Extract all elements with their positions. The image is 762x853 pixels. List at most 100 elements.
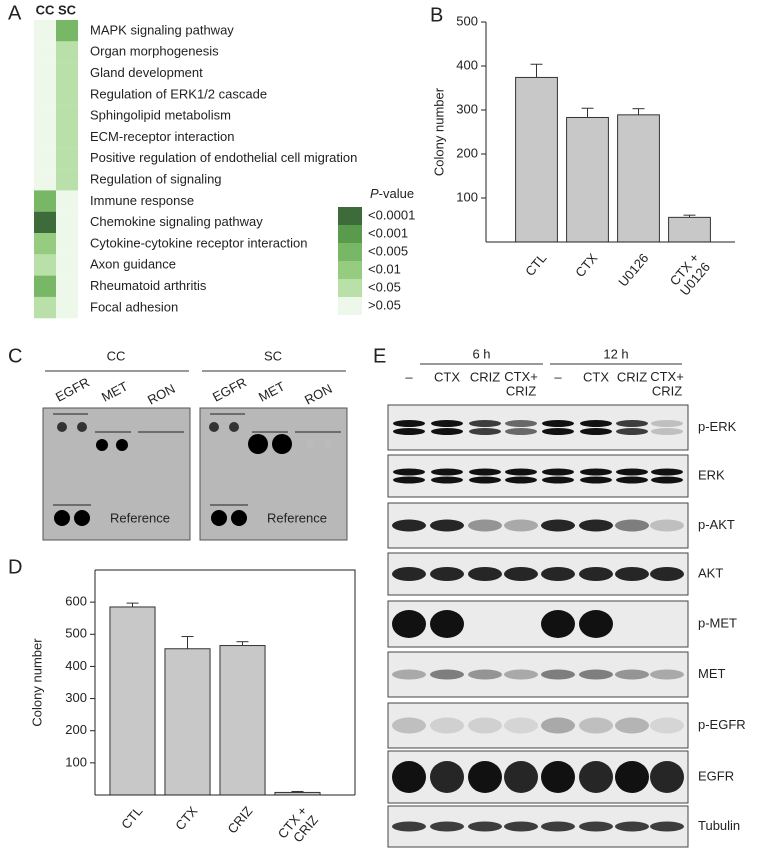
band xyxy=(393,420,425,427)
band xyxy=(650,669,684,680)
legend-label: <0.001 xyxy=(368,225,408,240)
band xyxy=(541,567,575,581)
band xyxy=(430,519,464,532)
band xyxy=(468,821,502,832)
heatmap-cell xyxy=(56,83,78,106)
bar xyxy=(617,114,660,243)
legend-title-italic: P xyxy=(370,186,379,201)
band xyxy=(430,821,464,832)
band xyxy=(615,821,649,832)
band xyxy=(616,468,648,476)
band xyxy=(541,761,575,793)
band xyxy=(650,821,684,832)
band xyxy=(392,519,426,532)
reference-label: Reference xyxy=(267,510,327,525)
heatmap-cell xyxy=(56,41,78,63)
band xyxy=(505,468,537,476)
protein-label: Tubulin xyxy=(698,818,740,833)
band xyxy=(650,567,684,581)
bar xyxy=(109,606,156,796)
band xyxy=(651,428,683,435)
dot xyxy=(306,440,314,448)
reference-dot xyxy=(211,510,227,526)
band xyxy=(392,610,426,638)
frame xyxy=(95,569,356,795)
lane-label: – xyxy=(554,369,562,384)
y-tick-label: 300 xyxy=(65,690,87,705)
y-axis-label: Colony number xyxy=(431,87,446,176)
panel-letter: C xyxy=(8,345,22,367)
band xyxy=(430,669,464,680)
band xyxy=(615,669,649,680)
heatmap-cell xyxy=(56,254,78,276)
row-label: Regulation of signaling xyxy=(90,172,222,187)
row-label: Axon guidance xyxy=(90,257,176,272)
band xyxy=(393,428,425,435)
legend-title: P-value xyxy=(370,186,414,201)
y-tick-label: 200 xyxy=(65,722,87,737)
band xyxy=(542,428,574,435)
band xyxy=(579,761,613,793)
band xyxy=(392,669,426,680)
time-label: 12 h xyxy=(603,346,628,361)
band xyxy=(579,519,613,532)
heatmap-cell xyxy=(34,275,56,297)
blot-strip xyxy=(387,404,689,451)
band xyxy=(430,761,464,793)
band xyxy=(468,717,502,734)
blot-strip xyxy=(387,702,689,749)
band xyxy=(616,476,648,484)
blot-strip xyxy=(387,454,689,498)
band xyxy=(504,821,538,832)
band xyxy=(393,476,425,484)
protein-label: ERK xyxy=(698,467,725,482)
blot-title: CC xyxy=(107,348,126,363)
band xyxy=(615,761,649,793)
legend-swatch xyxy=(338,297,362,315)
band xyxy=(505,420,537,427)
dot xyxy=(229,422,239,432)
panel-letter: E xyxy=(373,345,386,367)
heatmap-cell xyxy=(34,169,56,191)
dot xyxy=(96,439,108,451)
band xyxy=(431,428,463,435)
bar xyxy=(515,76,558,243)
band xyxy=(541,669,575,680)
dot xyxy=(272,434,292,454)
heatmap-cell xyxy=(56,20,78,42)
heatmap-cell xyxy=(34,126,56,148)
band xyxy=(392,761,426,793)
band xyxy=(504,567,538,581)
y-tick-label: 500 xyxy=(456,13,478,28)
dot xyxy=(57,422,67,432)
legend-label: <0.05 xyxy=(368,279,401,294)
protein-label: EGFR xyxy=(698,768,734,783)
y-tick-label: 300 xyxy=(456,101,478,116)
band xyxy=(615,519,649,532)
band xyxy=(431,468,463,476)
y-axis-label: Colony number xyxy=(29,638,44,727)
heatmap-cell xyxy=(34,147,56,170)
band xyxy=(469,428,501,435)
panel-letter: B xyxy=(430,4,443,26)
band xyxy=(468,519,502,532)
band xyxy=(541,610,575,638)
band xyxy=(392,821,426,832)
heatmap-cell xyxy=(34,62,56,84)
dot xyxy=(209,422,219,432)
bar xyxy=(164,648,211,796)
lane-label: CTX+ CRIZ xyxy=(650,369,684,398)
band xyxy=(469,468,501,476)
dot xyxy=(77,422,87,432)
band xyxy=(650,761,684,793)
heatmap-cell xyxy=(56,147,78,170)
legend-label: <0.0001 xyxy=(368,207,415,222)
bar xyxy=(668,216,711,243)
dot xyxy=(116,439,128,451)
band xyxy=(393,468,425,476)
heatmap-cell xyxy=(34,296,56,319)
reference-dot xyxy=(74,510,90,526)
dot xyxy=(248,434,268,454)
reference-dot xyxy=(231,510,247,526)
